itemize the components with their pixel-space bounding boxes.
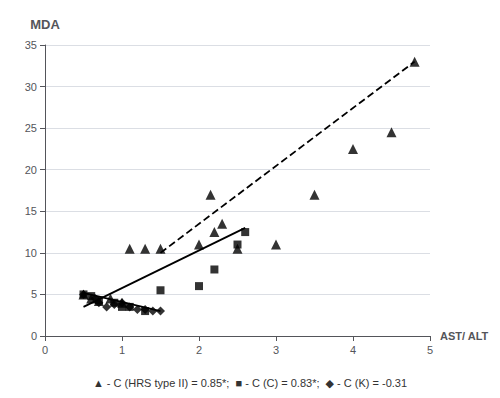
svg-text:3: 3 bbox=[273, 344, 279, 356]
svg-text:2: 2 bbox=[196, 344, 202, 356]
svg-text:0: 0 bbox=[31, 330, 37, 342]
svg-text:5: 5 bbox=[31, 288, 37, 300]
svg-text:1: 1 bbox=[119, 344, 125, 356]
svg-text:0: 0 bbox=[42, 344, 48, 356]
svg-text:AST/ ALT: AST/ ALT bbox=[440, 330, 489, 342]
svg-text:10: 10 bbox=[25, 247, 37, 259]
svg-text:25: 25 bbox=[25, 122, 37, 134]
svg-text:MDA: MDA bbox=[30, 17, 60, 32]
svg-text:20: 20 bbox=[25, 164, 37, 176]
svg-text:▲ - C (HRS type II) = 0.85*;: ▲ - C (HRS type II) = 0.85*; ■ - C (C) =… bbox=[93, 377, 407, 389]
svg-text:35: 35 bbox=[25, 39, 37, 51]
svg-text:30: 30 bbox=[25, 81, 37, 93]
svg-text:5: 5 bbox=[427, 344, 433, 356]
svg-text:15: 15 bbox=[25, 205, 37, 217]
svg-text:4: 4 bbox=[350, 344, 356, 356]
